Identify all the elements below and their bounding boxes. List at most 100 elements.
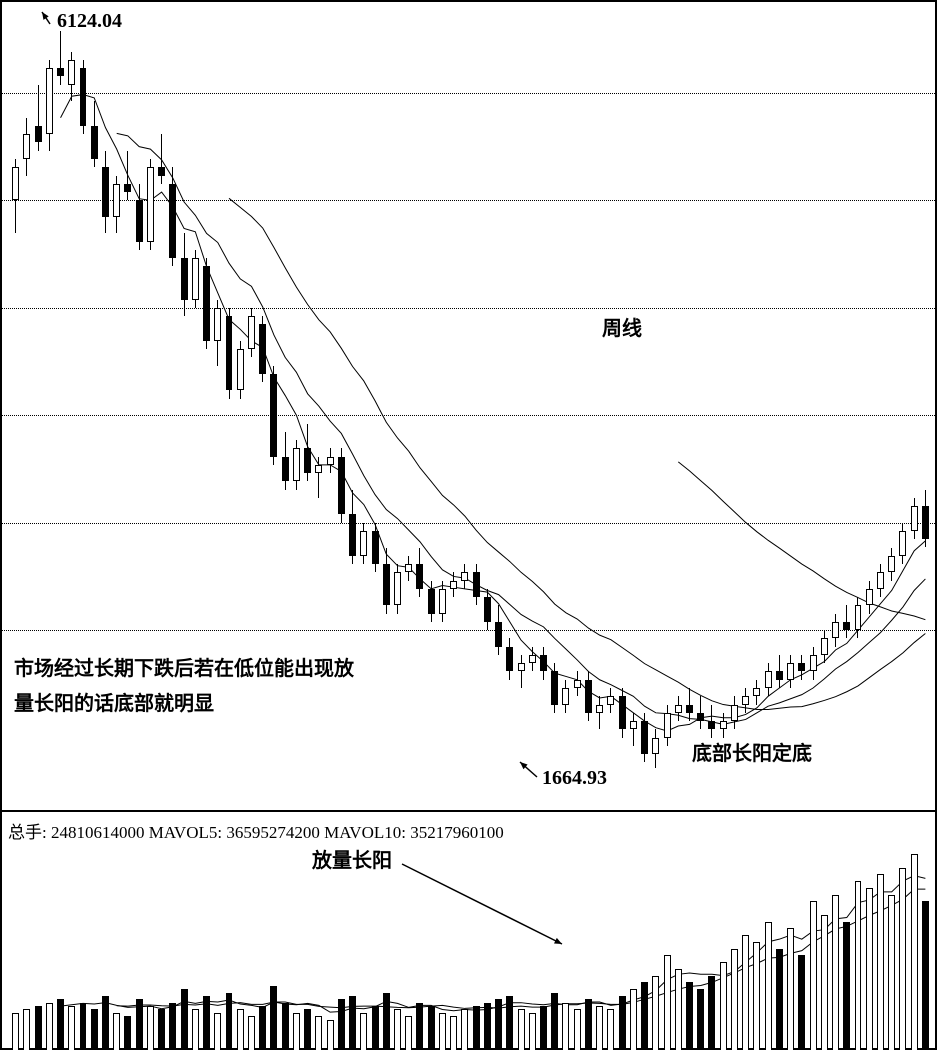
- volume-bar: [574, 1009, 581, 1050]
- candle-body: [158, 167, 165, 175]
- candle-body: [147, 167, 154, 241]
- annotation-low_label: 1664.93: [542, 767, 607, 790]
- ma-line-20: [229, 198, 925, 709]
- candle-wick: [599, 696, 600, 729]
- volume-bar: [832, 895, 839, 1050]
- candle-body: [270, 374, 277, 457]
- volume-bar: [585, 999, 592, 1050]
- volume-bar: [226, 993, 233, 1050]
- volume-bar: [686, 982, 693, 1050]
- volume-bar: [147, 1006, 154, 1050]
- volume-bar: [259, 1006, 266, 1050]
- candle-body: [562, 688, 569, 705]
- volume-bar: [855, 881, 862, 1050]
- volume-bar: [607, 1009, 614, 1050]
- volume-bar: [753, 942, 760, 1050]
- candle-body: [416, 564, 423, 589]
- volume-bar: [495, 999, 502, 1050]
- candle-body: [675, 705, 682, 713]
- volume-bar: [630, 989, 637, 1050]
- volume-bar: [450, 1016, 457, 1050]
- volume-bar: [248, 1016, 255, 1050]
- volume-header: 总手: 24810614000 MAVOL5: 36595274200 MAVO…: [8, 818, 504, 843]
- volume-bar: [529, 1013, 536, 1050]
- ma-line-60: [678, 462, 925, 620]
- volume-bar: [742, 935, 749, 1050]
- candle-body: [349, 514, 356, 555]
- volume-bar: [810, 901, 817, 1050]
- volume-bar: [461, 1009, 468, 1050]
- candle-body: [753, 688, 760, 696]
- volume-bar: [473, 1006, 480, 1050]
- candle-body: [518, 663, 525, 671]
- volume-bar: [798, 955, 805, 1050]
- candle-body: [450, 581, 457, 589]
- volume-bar: [237, 1009, 244, 1050]
- candle-wick: [161, 134, 162, 184]
- candle-body: [315, 465, 322, 473]
- price-gridline: [2, 415, 935, 416]
- volume-ma-5: [61, 876, 926, 1013]
- volume-bar: [80, 1003, 87, 1050]
- candle-body: [574, 680, 581, 688]
- volume-bar: [46, 1003, 53, 1050]
- candle-body: [80, 68, 87, 126]
- volume-bar: [360, 1013, 367, 1050]
- volume-bar: [551, 993, 558, 1050]
- candle-body: [843, 622, 850, 630]
- volume-bar: [169, 1003, 176, 1050]
- annotation-commentary_line2: 量长阳的话底部就明显: [14, 687, 214, 716]
- volume-bar: [315, 1016, 322, 1050]
- candle-body: [428, 589, 435, 614]
- volume-bar: [282, 1003, 289, 1050]
- candle-body: [506, 647, 513, 672]
- candle-body: [810, 655, 817, 672]
- candle-body: [192, 258, 199, 299]
- volume-bar: [23, 1009, 30, 1050]
- volume-bar: [338, 999, 345, 1050]
- candle-body: [46, 68, 53, 134]
- volume-bar: [439, 1013, 446, 1050]
- volume-bar: [57, 999, 64, 1050]
- annotation-commentary_line1: 市场经过长期下跌后若在低位能出现放: [14, 652, 354, 681]
- volume-bar: [270, 986, 277, 1050]
- volume-panel: 总手: 24810614000 MAVOL5: 36595274200 MAVO…: [2, 814, 935, 1050]
- ma-line-10: [117, 133, 926, 724]
- price-gridline: [2, 308, 935, 309]
- candle-body: [35, 126, 42, 143]
- volume-bar: [416, 1003, 423, 1050]
- volume-bar: [181, 989, 188, 1050]
- volume-bar: [304, 1009, 311, 1050]
- volume-bar: [68, 1006, 75, 1050]
- candle-body: [652, 738, 659, 755]
- candle-body: [641, 721, 648, 754]
- candle-body: [68, 60, 75, 85]
- volume-bar: [776, 949, 783, 1050]
- candle-body: [630, 721, 637, 729]
- volume-bar: [619, 996, 626, 1050]
- candle-wick: [521, 655, 522, 688]
- volume-bar: [484, 1003, 491, 1050]
- candle-body: [91, 126, 98, 159]
- candle-body: [248, 316, 255, 349]
- volume-bar: [697, 989, 704, 1050]
- candle-body: [23, 134, 30, 159]
- candle-body: [405, 564, 412, 572]
- candle-body: [495, 622, 502, 647]
- volume-bar: [372, 1006, 379, 1050]
- candle-body: [776, 671, 783, 679]
- volume-bar: [562, 1003, 569, 1050]
- candle-body: [585, 680, 592, 713]
- candle-body: [102, 167, 109, 217]
- volume-bar: [506, 996, 513, 1050]
- ma-line-5: [61, 95, 926, 731]
- candle-body: [203, 266, 210, 340]
- volume-bar: [720, 962, 727, 1050]
- annotation-volume_label: 放量长阳: [312, 844, 392, 873]
- candle-body: [124, 184, 131, 192]
- candle-body: [282, 457, 289, 482]
- volume-bar: [843, 922, 850, 1050]
- candle-body: [596, 705, 603, 713]
- volume-bar: [664, 955, 671, 1050]
- candle-body: [214, 308, 221, 341]
